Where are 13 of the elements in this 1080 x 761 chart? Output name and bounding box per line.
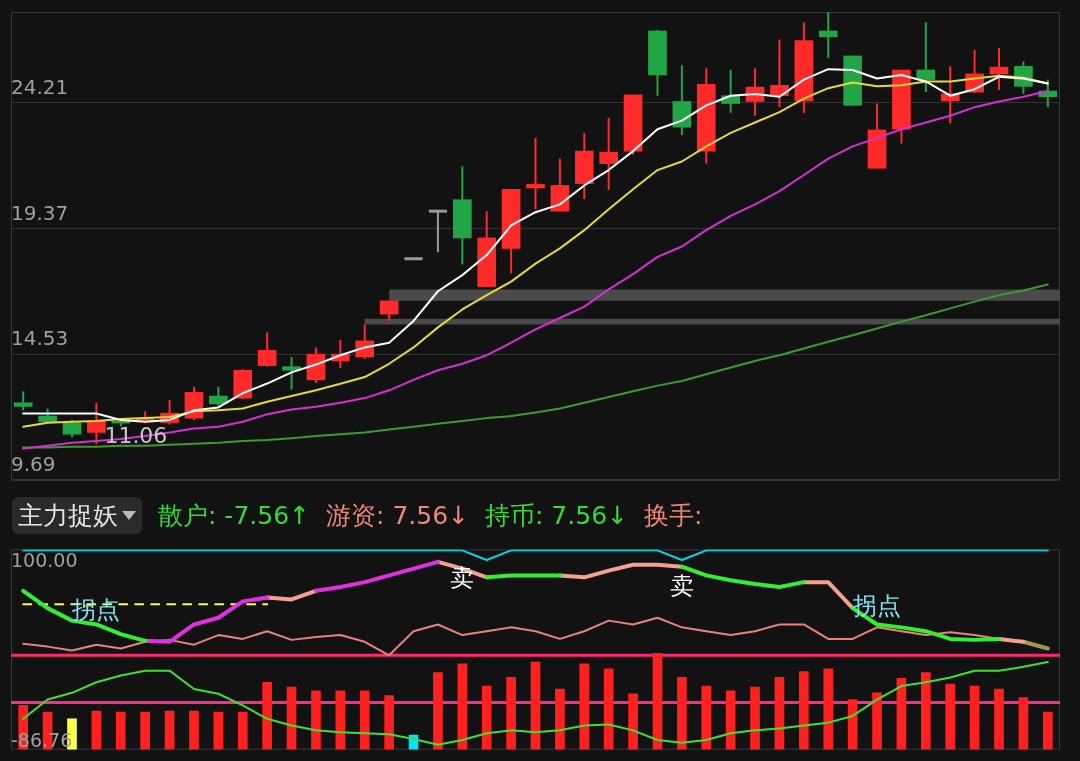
text: 游资: 7.56↓ — [326, 499, 469, 532]
text: 散户: -7.56↑ — [158, 499, 311, 532]
y-tick-label: 19.37 — [11, 200, 69, 225]
annotation: 拐点 — [852, 591, 902, 620]
chart-title: 主力捉妖 — [18, 499, 118, 532]
y-tick-label: 9.69 — [11, 452, 56, 477]
y-tick-label: 24.21 — [11, 74, 69, 99]
text: 持币: 7.56↓ — [485, 499, 628, 532]
text: 换手: — [643, 499, 703, 532]
y-tick-label: 14.53 — [11, 326, 69, 351]
y-tick-label: 100.00 — [11, 548, 78, 571]
annotation: 卖 — [669, 571, 694, 600]
annotation: 卖 — [450, 563, 475, 592]
